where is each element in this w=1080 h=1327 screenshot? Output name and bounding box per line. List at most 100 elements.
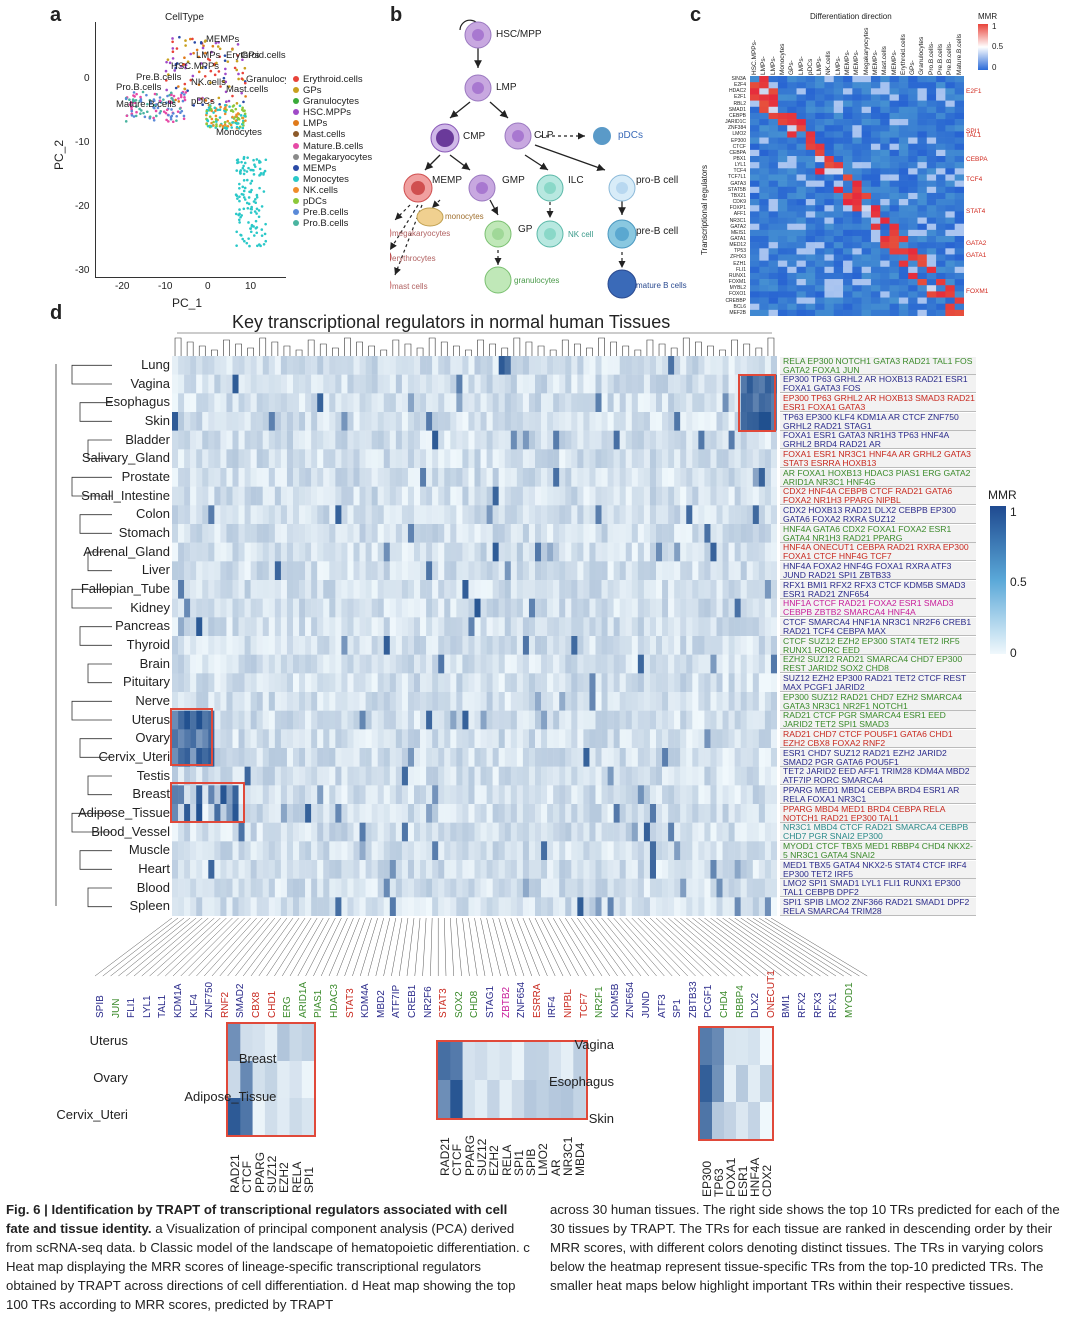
heat-cell xyxy=(758,449,766,469)
heat-cell xyxy=(613,729,620,749)
heat-cell xyxy=(553,449,560,469)
heat-cell xyxy=(852,174,862,181)
heat-cell xyxy=(511,1042,525,1081)
heat-cell xyxy=(377,356,384,375)
heat-cell xyxy=(740,636,747,655)
heat-cell xyxy=(643,748,651,767)
heat-cell xyxy=(353,785,360,805)
heat-cell xyxy=(220,486,227,506)
heat-cell xyxy=(880,223,890,231)
heat-cell xyxy=(389,486,397,506)
heat-cell xyxy=(768,131,779,138)
heat-cell xyxy=(686,449,693,469)
pca-point xyxy=(205,111,209,115)
caption-bold: Fig. 6 | Identification by TRAPT of tran… xyxy=(6,1202,508,1236)
heat-cell xyxy=(553,617,560,637)
heat-cell xyxy=(625,748,632,767)
heat-cell xyxy=(414,524,421,543)
heat-cell xyxy=(184,673,191,693)
heat-cell xyxy=(852,303,862,311)
heat-cell xyxy=(553,505,560,525)
heat-cell xyxy=(649,878,657,898)
heat-cell xyxy=(787,217,797,224)
heat-cell xyxy=(196,412,203,431)
heat-cell xyxy=(389,374,397,394)
heat-cell xyxy=(510,524,518,543)
heat-cell xyxy=(861,112,872,120)
heat-cell xyxy=(498,524,505,543)
heat-cell xyxy=(880,125,890,132)
pca-point xyxy=(170,114,174,118)
heat-cell xyxy=(861,205,872,212)
heat-cell xyxy=(389,449,397,469)
heat-cell xyxy=(740,374,747,394)
bottom-tr-label: ESRRA xyxy=(531,983,543,1018)
heat-cell xyxy=(516,449,524,469)
heat-cell xyxy=(936,199,946,206)
heat-cell xyxy=(510,468,518,487)
heat-cell xyxy=(214,412,221,431)
heat-cell xyxy=(759,192,769,200)
heat-cell xyxy=(535,449,542,469)
dendrogram-branch xyxy=(332,347,339,358)
heat-cell xyxy=(680,729,687,749)
heat-cell xyxy=(178,561,185,581)
pca-point xyxy=(223,126,227,130)
pca-point xyxy=(253,210,257,213)
heat-cell xyxy=(945,223,955,231)
heat-cell xyxy=(734,636,741,655)
heat-cell xyxy=(870,272,881,280)
heat-cell xyxy=(498,542,505,562)
heat-cell xyxy=(643,617,651,637)
heat-cell xyxy=(692,804,699,823)
heat-cell xyxy=(770,748,777,767)
heat-cell xyxy=(178,654,185,674)
heat-cell xyxy=(196,524,203,543)
heat-cell xyxy=(444,393,451,413)
heat-cell xyxy=(833,272,844,280)
heat-cell xyxy=(787,260,797,268)
pca-point xyxy=(243,112,247,116)
heat-cell xyxy=(728,785,735,805)
heat-cell xyxy=(341,598,348,618)
dendrogram-branch xyxy=(71,588,112,609)
heat-cell xyxy=(805,309,816,316)
heat-cell xyxy=(329,393,336,413)
heat-cell xyxy=(917,205,928,212)
heat-cell xyxy=(244,822,251,842)
heat-cell xyxy=(917,266,928,274)
heat-cell xyxy=(277,1061,290,1099)
pca-point xyxy=(244,95,247,98)
heat-cell xyxy=(401,822,409,842)
heat-cell xyxy=(450,505,457,525)
heat-cell xyxy=(553,468,560,487)
bottom-tr-label: NR2F6 xyxy=(422,986,434,1018)
heat-cell xyxy=(317,393,324,413)
heat-cell xyxy=(559,430,566,450)
dendrogram-branch xyxy=(223,339,230,358)
heat-cell xyxy=(815,229,825,237)
tr-row-label: SIN3A xyxy=(731,76,746,82)
heat-cell xyxy=(759,242,769,249)
heat-cell xyxy=(740,841,747,861)
heat-cell xyxy=(196,486,203,506)
connector-line xyxy=(534,918,564,977)
pca-point xyxy=(164,79,168,82)
heat-cell xyxy=(274,673,282,693)
heat-cell xyxy=(293,860,300,879)
heat-cell xyxy=(750,254,760,261)
heat-cell xyxy=(323,748,330,767)
heat-cell xyxy=(353,393,360,413)
panel-a-ylabel: PC_2 xyxy=(52,139,66,170)
heat-cell xyxy=(926,156,937,163)
heat-cell xyxy=(710,766,717,786)
heat-cell xyxy=(710,897,717,916)
heat-cell xyxy=(595,748,602,767)
heat-cell xyxy=(686,897,693,916)
pca-point xyxy=(258,174,261,177)
heat-cell xyxy=(371,374,378,394)
heat-cell xyxy=(323,785,330,805)
heat-cell xyxy=(815,211,825,218)
heat-cell xyxy=(559,878,566,898)
heat-cell xyxy=(607,598,614,618)
